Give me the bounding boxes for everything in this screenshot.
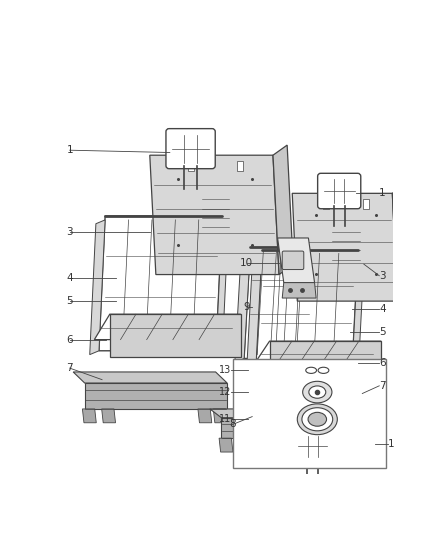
Text: 3: 3 — [379, 271, 386, 281]
Text: 9: 9 — [244, 302, 250, 311]
Polygon shape — [310, 251, 322, 362]
Polygon shape — [292, 193, 397, 301]
Polygon shape — [235, 251, 250, 362]
Polygon shape — [219, 438, 233, 452]
Polygon shape — [90, 220, 105, 354]
Text: 6: 6 — [67, 335, 73, 345]
Text: 3: 3 — [67, 227, 73, 237]
Polygon shape — [278, 238, 314, 282]
Polygon shape — [73, 372, 227, 383]
Polygon shape — [348, 424, 362, 438]
Polygon shape — [110, 314, 240, 357]
Polygon shape — [85, 383, 227, 409]
Text: 4: 4 — [379, 304, 386, 314]
Polygon shape — [221, 418, 314, 438]
Text: 11: 11 — [219, 414, 231, 424]
Polygon shape — [254, 341, 381, 364]
Text: 1: 1 — [379, 188, 386, 198]
Polygon shape — [256, 424, 269, 438]
Text: 6: 6 — [379, 358, 386, 368]
Bar — [237, 161, 243, 171]
Polygon shape — [210, 409, 314, 418]
Polygon shape — [256, 249, 358, 371]
Text: 8: 8 — [230, 419, 236, 429]
Polygon shape — [82, 409, 96, 423]
Polygon shape — [285, 438, 298, 452]
FancyBboxPatch shape — [282, 251, 304, 270]
Polygon shape — [94, 314, 240, 340]
Polygon shape — [273, 145, 293, 274]
Polygon shape — [258, 402, 377, 424]
Polygon shape — [300, 438, 314, 452]
Polygon shape — [392, 185, 409, 301]
Ellipse shape — [309, 386, 326, 398]
Text: 5: 5 — [67, 296, 73, 306]
Text: 1: 1 — [388, 439, 395, 449]
Polygon shape — [198, 409, 212, 423]
FancyBboxPatch shape — [166, 128, 215, 168]
Ellipse shape — [318, 367, 329, 374]
Text: 10: 10 — [240, 257, 253, 268]
Bar — [322, 199, 328, 209]
Ellipse shape — [297, 404, 337, 435]
Text: 13: 13 — [219, 365, 231, 375]
Polygon shape — [216, 220, 228, 354]
Polygon shape — [364, 424, 377, 438]
Text: 12: 12 — [219, 387, 231, 397]
Ellipse shape — [303, 381, 332, 403]
Bar — [188, 161, 194, 171]
Polygon shape — [352, 253, 364, 375]
Polygon shape — [102, 409, 116, 423]
Ellipse shape — [302, 408, 333, 431]
FancyBboxPatch shape — [318, 173, 361, 209]
Polygon shape — [150, 155, 279, 274]
Polygon shape — [269, 341, 381, 379]
Bar — [233, 359, 386, 468]
Ellipse shape — [306, 367, 317, 374]
Polygon shape — [282, 282, 316, 298]
Text: 7: 7 — [67, 363, 73, 373]
Text: 4: 4 — [67, 273, 73, 283]
Polygon shape — [213, 409, 227, 423]
Polygon shape — [247, 253, 262, 375]
Polygon shape — [238, 438, 252, 452]
Text: 5: 5 — [379, 327, 386, 337]
Polygon shape — [99, 216, 222, 351]
Ellipse shape — [308, 413, 327, 426]
Polygon shape — [244, 247, 316, 359]
Polygon shape — [275, 424, 289, 438]
Polygon shape — [247, 392, 377, 402]
FancyBboxPatch shape — [292, 430, 333, 463]
Text: 1: 1 — [67, 145, 73, 155]
Text: 7: 7 — [379, 381, 386, 391]
Bar — [363, 199, 369, 209]
